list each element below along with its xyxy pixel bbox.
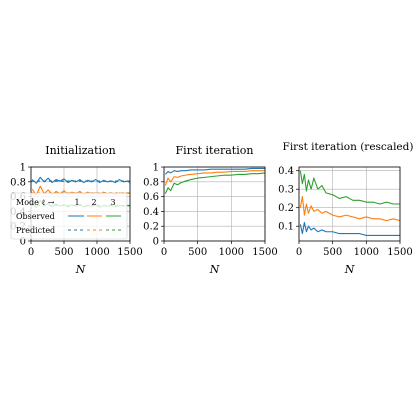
- series-layer: [164, 167, 266, 194]
- series-line-mode-2-observed: [299, 196, 401, 222]
- x-tick-label: 1500: [252, 247, 277, 258]
- legend-mode-3: 3: [110, 198, 115, 207]
- y-tick-label: 0.8: [10, 177, 26, 188]
- y-tick-label: 0.8: [143, 177, 159, 188]
- series-line-mode-1-observed: [299, 221, 400, 236]
- plot-frame: [298, 166, 401, 242]
- y-tick-label: 0.6: [143, 192, 159, 203]
- y-tick-label: 1: [153, 163, 159, 174]
- legend: Mode ℓ → 1 2 3 Observed Predicted: [10, 192, 128, 240]
- x-tick-label: 500: [54, 247, 73, 258]
- y-ticks: 0 0.2 0.4 0.6 0.8 1: [143, 163, 164, 248]
- x-ticks: 0 500 1000 1500: [296, 241, 413, 258]
- y-ticks: 0.1 0.2 0.3 0.4: [278, 166, 299, 233]
- legend-row-predicted: Predicted: [16, 226, 55, 235]
- legend-header: Mode ℓ →: [16, 198, 55, 207]
- series-line-mode-2-observed: [164, 170, 265, 186]
- y-tick-label: 0.2: [278, 203, 294, 214]
- x-ticks: 0 500 1000 1500: [28, 241, 143, 258]
- x-tick-label: 0: [296, 247, 302, 258]
- x-axis-label: N: [344, 263, 355, 276]
- x-tick-label: 1000: [354, 247, 379, 258]
- panel-title: First iteration (rescaled): [283, 141, 414, 153]
- panel-title: Initialization: [45, 144, 115, 157]
- x-axis-label: N: [209, 263, 220, 276]
- y-tick-label: 0.2: [143, 222, 159, 233]
- series-line-mode-3-observed: [164, 172, 266, 194]
- y-tick-label: 1: [20, 163, 26, 174]
- grid: [163, 166, 266, 242]
- series-layer: [299, 170, 401, 236]
- x-tick-label: 0: [161, 247, 167, 258]
- x-tick-label: 500: [188, 247, 207, 258]
- y-tick-label: 0: [20, 237, 26, 248]
- panel-title: First iteration: [176, 144, 254, 157]
- plot-frame: [163, 166, 266, 242]
- x-tick-label: 1000: [219, 247, 244, 258]
- series-line-mode-3-observed: [299, 170, 400, 205]
- panel-first-iteration-rescaled: First iteration (rescaled) 0 500 1000 1500 …: [278, 141, 413, 276]
- y-tick-label: 0.4: [278, 166, 294, 177]
- legend-row-observed: Observed: [16, 212, 55, 221]
- legend-mode-1: 1: [74, 198, 79, 207]
- y-tick-label: 0: [153, 237, 159, 248]
- series-line-mode-1-observed: [164, 167, 265, 175]
- legend-mode-2: 2: [91, 198, 96, 207]
- y-tick-label: 0.4: [143, 207, 159, 218]
- y-tick-label: 0.3: [278, 185, 294, 196]
- x-tick-label: 0: [28, 247, 34, 258]
- y-tick-label: 0.1: [278, 222, 294, 233]
- x-axis-label: N: [75, 263, 86, 276]
- x-tick-label: 500: [323, 247, 342, 258]
- x-ticks: 0 500 1000 1500: [161, 241, 278, 258]
- x-tick-label: 1500: [387, 247, 412, 258]
- x-tick-label: 1500: [117, 247, 142, 258]
- panel-first-iteration: First iteration 0 500 1000 1500 00.20.40.60…: [143, 144, 278, 276]
- x-tick-label: 1000: [84, 247, 109, 258]
- series-line-mode-1-observed: [31, 176, 131, 184]
